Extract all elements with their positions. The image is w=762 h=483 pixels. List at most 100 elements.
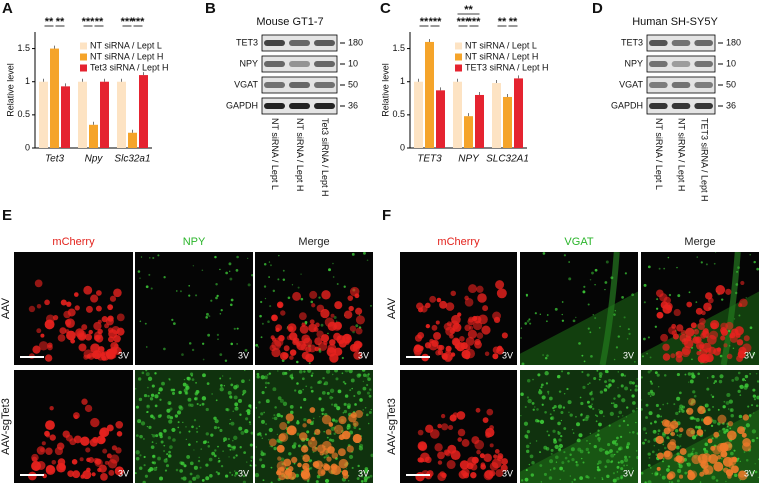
green-dot	[320, 323, 324, 327]
channel-label: NPY	[183, 236, 206, 248]
red-cell	[338, 416, 347, 425]
green-dot	[686, 462, 691, 467]
green-dot	[674, 429, 679, 433]
green-dot	[613, 403, 618, 409]
green-dot	[710, 424, 714, 428]
green-dot	[561, 313, 563, 316]
red-cell	[307, 438, 318, 448]
green-dot	[650, 391, 655, 396]
green-dot	[663, 446, 667, 450]
legend-label: NT siRNA / Lept H	[465, 51, 538, 61]
red-cell	[56, 462, 66, 473]
red-cell	[678, 427, 684, 433]
blot-title: Human SH-SY5Y	[632, 16, 718, 28]
green-dot	[268, 276, 271, 278]
green-dot	[209, 473, 213, 478]
red-cell	[451, 314, 461, 325]
green-dot	[662, 443, 664, 446]
green-dot	[277, 278, 280, 281]
green-dot	[525, 444, 530, 449]
red-cell	[462, 472, 470, 479]
green-dot	[642, 355, 644, 358]
green-dot	[307, 370, 312, 373]
red-cell	[329, 339, 336, 346]
green-dot	[583, 360, 586, 363]
green-dot	[144, 322, 147, 325]
green-dot	[618, 446, 623, 451]
micrograph: 3V	[14, 252, 133, 365]
green-dot	[185, 384, 189, 387]
red-cell	[91, 472, 96, 477]
green-dot	[350, 378, 355, 383]
red-cell	[688, 398, 696, 406]
green-dot	[250, 460, 253, 462]
green-dot	[677, 468, 682, 474]
red-cell	[114, 466, 124, 476]
blot-band	[314, 82, 335, 88]
green-dot	[606, 370, 609, 374]
green-dot	[156, 466, 158, 469]
green-dot	[208, 457, 213, 462]
green-dot	[587, 303, 590, 306]
green-dot	[171, 427, 176, 433]
green-dot	[632, 431, 635, 434]
green-dot	[615, 439, 618, 442]
red-cell	[501, 458, 509, 465]
green-dot	[735, 283, 739, 286]
red-cell	[306, 418, 312, 424]
green-dot	[547, 393, 550, 395]
red-cell	[471, 456, 479, 464]
green-dot	[177, 421, 180, 424]
green-dot	[649, 380, 652, 383]
ventricle-marker: 3V	[238, 468, 249, 478]
red-cell	[57, 334, 66, 342]
green-dot	[204, 440, 208, 444]
red-cell	[69, 438, 77, 446]
green-dot	[225, 407, 229, 411]
green-dot	[564, 456, 568, 460]
green-dot	[757, 476, 759, 479]
green-dot	[543, 472, 547, 476]
green-dot	[691, 447, 695, 451]
green-dot	[687, 372, 692, 376]
green-dot	[143, 464, 146, 467]
green-dot	[367, 377, 371, 382]
red-cell	[461, 439, 470, 447]
green-dot	[229, 448, 232, 451]
green-dot	[219, 268, 221, 271]
green-dot	[333, 432, 336, 435]
green-dot	[603, 448, 605, 451]
green-dot	[205, 432, 209, 436]
red-cell	[415, 345, 420, 350]
red-cell	[352, 420, 359, 427]
green-dot	[599, 375, 602, 378]
green-dot	[329, 388, 335, 393]
green-dot	[679, 445, 682, 447]
green-dot	[737, 389, 741, 393]
green-dot	[243, 451, 247, 454]
micrograph: 3V	[14, 370, 133, 483]
green-dot	[569, 453, 572, 457]
green-dot	[149, 257, 151, 259]
bar	[464, 116, 473, 148]
green-dot	[138, 397, 143, 402]
green-dot	[141, 371, 145, 375]
green-dot	[531, 401, 535, 405]
red-cell	[292, 337, 300, 344]
green-dot	[300, 273, 302, 275]
red-cell	[330, 463, 338, 470]
green-dot	[169, 379, 171, 381]
legend-label: NT siRNA / Lept L	[465, 40, 537, 50]
red-cell	[489, 443, 494, 448]
green-dot	[598, 408, 600, 411]
red-cell	[116, 431, 123, 437]
green-dot	[624, 386, 629, 391]
green-dot	[721, 298, 724, 301]
green-dot	[217, 473, 220, 476]
green-dot	[182, 476, 187, 481]
green-dot	[152, 416, 156, 419]
green-dot	[612, 478, 617, 483]
red-cell	[312, 461, 320, 468]
y-tick-label: 1.5	[392, 43, 405, 53]
red-cell	[73, 414, 79, 420]
